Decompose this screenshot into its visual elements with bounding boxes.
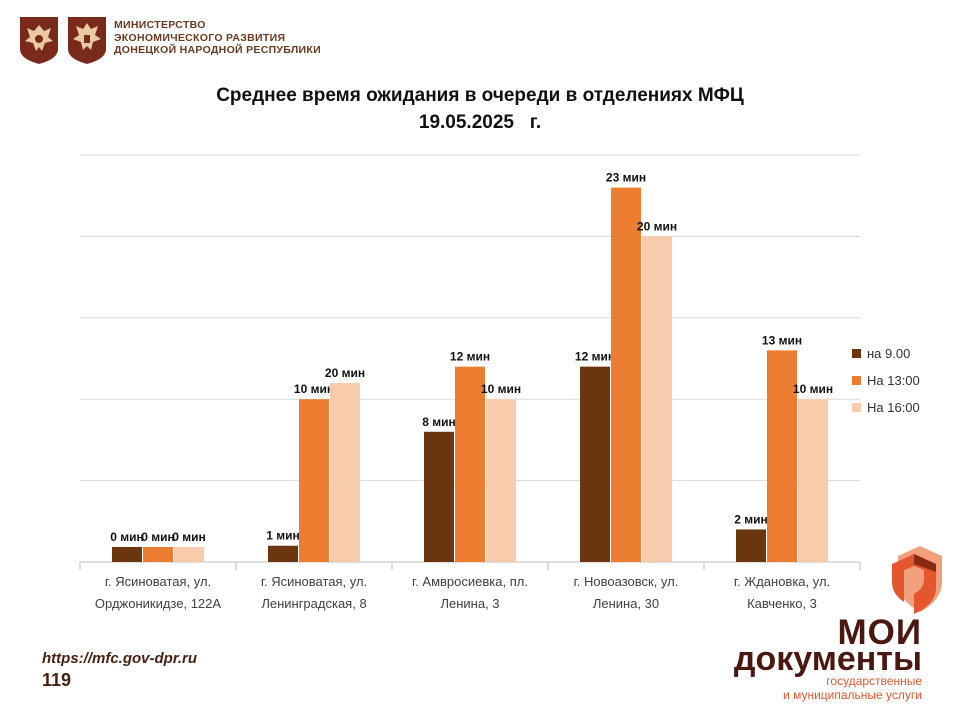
data-label: 12 мин bbox=[450, 350, 490, 364]
dpr-coat-of-arms-icon bbox=[68, 17, 106, 64]
data-label: 20 мин bbox=[325, 366, 365, 380]
data-label: 0 мин bbox=[141, 530, 175, 544]
chart-legend: на 9.00 На 13:00 На 16:00 bbox=[852, 340, 920, 421]
legend-label: На 16:00 bbox=[867, 400, 920, 415]
ministry-name: МИНИСТЕРСТВО ЭКОНОМИЧЕСКОГО РАЗВИТИЯ ДОН… bbox=[114, 19, 321, 57]
data-label: 0 мин bbox=[110, 530, 144, 544]
legend-item: На 13:00 bbox=[852, 367, 920, 394]
brand-name-line2: документы bbox=[733, 640, 922, 678]
bar bbox=[798, 399, 828, 562]
brand-tagline: государственные и муниципальные услуги bbox=[783, 674, 922, 702]
data-label: 2 мин bbox=[734, 512, 768, 526]
x-tick-label: Ленинградская, 8 bbox=[261, 596, 366, 611]
legend-label: На 13:00 bbox=[867, 373, 920, 388]
data-label: 10 мин bbox=[294, 382, 334, 396]
bar bbox=[767, 350, 797, 562]
bar bbox=[580, 366, 610, 562]
chart-title: Среднее время ожидания в очереди в отдел… bbox=[216, 85, 744, 106]
bar bbox=[486, 399, 516, 562]
data-label: 23 мин bbox=[606, 171, 646, 185]
ministry-line: ДОНЕЦКОЙ НАРОДНОЙ РЕСПУБЛИКИ bbox=[114, 44, 321, 56]
bar bbox=[174, 547, 204, 562]
bar bbox=[611, 187, 641, 562]
legend-item: На 16:00 bbox=[852, 394, 920, 421]
bar bbox=[299, 399, 329, 562]
brand-name-line1: МОИ bbox=[837, 613, 922, 652]
x-tick-label: г. Новоазовск, ул. bbox=[574, 574, 679, 589]
x-tick-label: г. Ясиноватая, ул. bbox=[105, 574, 211, 589]
x-tick-label: г. Ждановка, ул. bbox=[734, 574, 830, 589]
brand-tagline-line: государственные bbox=[826, 674, 922, 688]
bar bbox=[112, 547, 142, 562]
bar bbox=[736, 529, 766, 562]
x-tick-label: г. Ясиноватая, ул. bbox=[261, 574, 367, 589]
moi-documenty-logo-icon bbox=[892, 546, 942, 614]
ministry-line: МИНИСТЕРСТВО bbox=[114, 19, 206, 31]
legend-swatch-9 bbox=[852, 349, 861, 358]
data-label: 20 мин bbox=[637, 219, 677, 233]
data-label: 0 мин bbox=[172, 530, 206, 544]
ministry-line: ЭКОНОМИЧЕСКОГО РАЗВИТИЯ bbox=[114, 31, 286, 44]
x-tick-label: Ленина, 30 bbox=[593, 596, 659, 611]
data-label: 10 мин bbox=[481, 382, 521, 396]
x-tick-label: Орджоникидзе, 122А bbox=[95, 596, 221, 611]
data-label: 13 мин bbox=[762, 333, 802, 347]
bar bbox=[455, 366, 485, 562]
russia-coat-of-arms-icon bbox=[20, 17, 58, 64]
legend-swatch-16 bbox=[852, 403, 861, 412]
x-tick-label: Ленина, 3 bbox=[440, 596, 499, 611]
bar bbox=[642, 236, 672, 562]
bar bbox=[143, 547, 173, 562]
data-label: 12 мин bbox=[575, 350, 615, 364]
legend-label: на 9.00 bbox=[867, 346, 911, 361]
legend-item: на 9.00 bbox=[852, 340, 920, 367]
legend-swatch-13 bbox=[852, 376, 861, 385]
chart-subtitle: 19.05.2025 г. bbox=[418, 112, 542, 133]
website-link[interactable]: https://mfc.gov-dpr.ru bbox=[42, 650, 197, 667]
brand-block: МОИ документы государственные и муниципа… bbox=[720, 540, 950, 710]
x-tick-label: Кавченко, 3 bbox=[747, 596, 817, 611]
bar bbox=[268, 545, 298, 562]
data-label: 1 мин bbox=[266, 529, 300, 543]
bar bbox=[424, 431, 454, 562]
chart-title-block: Среднее время ожидания в очереди в отдел… bbox=[0, 82, 960, 136]
x-tick-label: г. Амвросиевка, пл. bbox=[412, 574, 528, 589]
data-label: 8 мин bbox=[422, 415, 456, 429]
data-label: 10 мин bbox=[793, 382, 833, 396]
page-number: 119 bbox=[42, 670, 72, 690]
bar bbox=[330, 382, 360, 562]
brand-tagline-line: и муниципальные услуги bbox=[783, 688, 922, 702]
